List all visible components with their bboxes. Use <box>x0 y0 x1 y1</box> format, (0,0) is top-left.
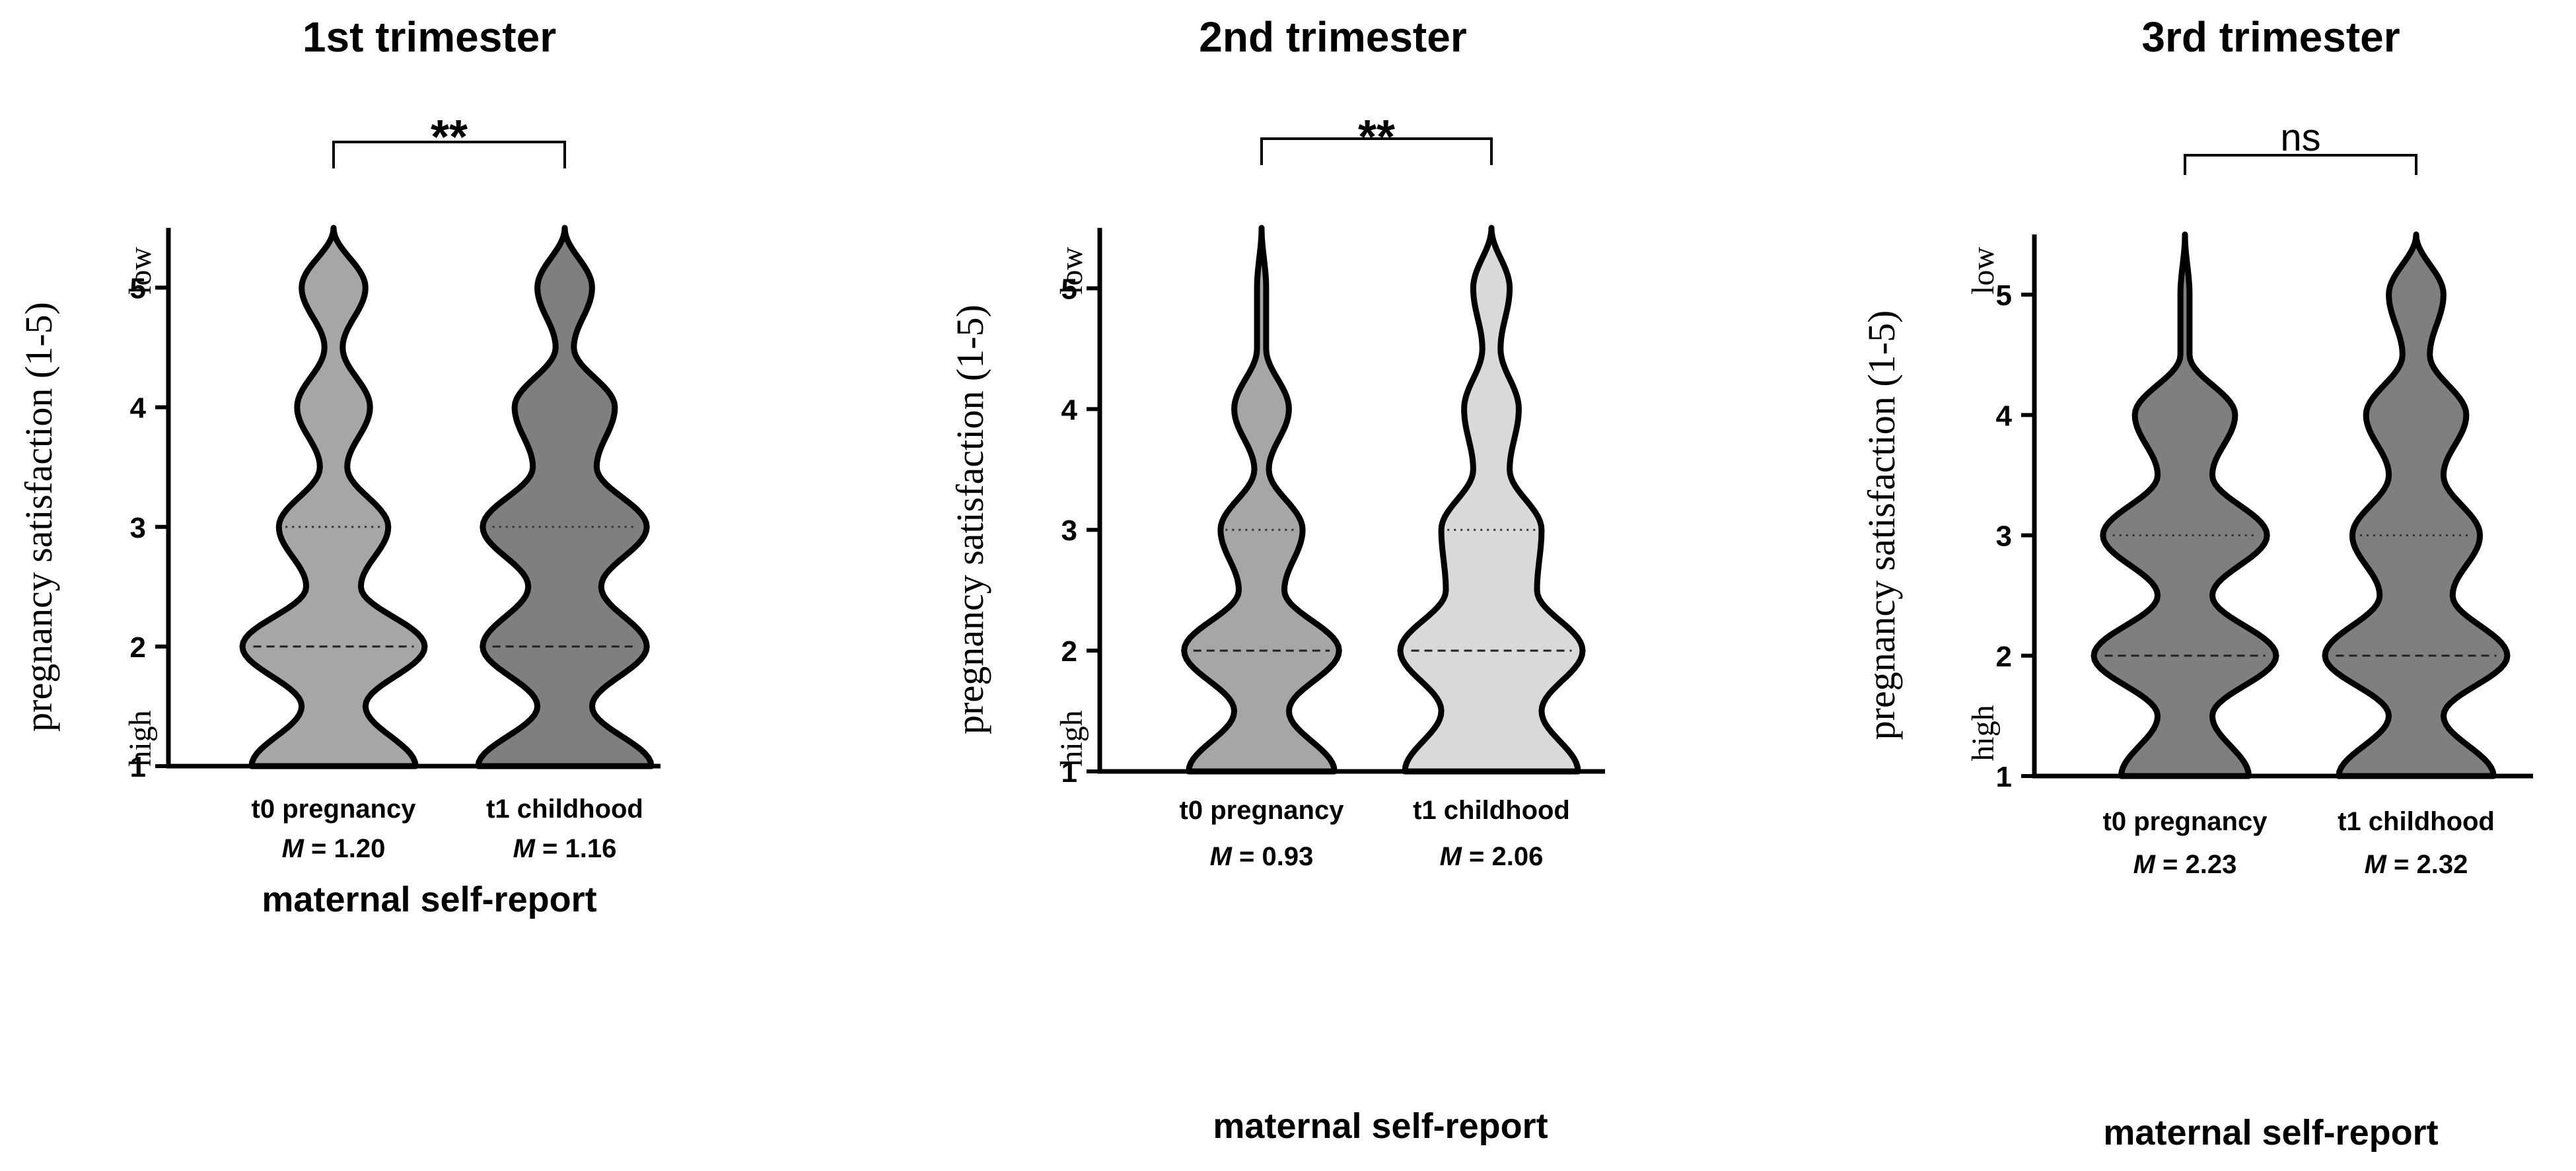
y-tick-label: 4 <box>1061 394 1078 426</box>
panel-2: 2nd trimester 1 2 3 4 5 pregnancy satisfaction… <box>948 13 1605 1146</box>
violin-2 <box>2322 231 2511 779</box>
significance-bracket <box>2184 154 2417 175</box>
violin-1 <box>239 225 428 769</box>
y-tick-label: 1 <box>1996 761 2012 793</box>
significance-label: ns <box>2280 116 2320 159</box>
y-axis-label: pregnancy satisfaction (1-5) <box>17 302 60 732</box>
mean-label: M = 2.32 <box>2365 850 2468 879</box>
y-label-low: low <box>1054 247 1089 295</box>
x-category-label: t1 childhood <box>2338 807 2495 836</box>
panel-title: 3rd trimester <box>2141 13 2400 61</box>
y-tick-label: 4 <box>130 392 147 425</box>
y-tick-label: 5 <box>1996 279 2012 312</box>
x-category-label: t0 pregnancy <box>252 795 417 824</box>
violin-2 <box>1397 225 1586 775</box>
x-axis-title: maternal self-report <box>1213 1106 1548 1146</box>
y-tick-label: 1 <box>1061 756 1077 789</box>
y-axis-label: pregnancy satisfaction (1-5) <box>1860 310 1903 740</box>
x-category-label: t1 childhood <box>1413 796 1570 825</box>
x-category-label: t0 pregnancy <box>2103 807 2268 836</box>
y-tick-label: 3 <box>1061 515 1077 547</box>
significance-label: ** <box>431 111 468 164</box>
mean-label: M = 1.16 <box>513 834 617 863</box>
y-tick-label: 5 <box>130 273 146 305</box>
x-axis-title: maternal self-report <box>262 880 596 919</box>
y-tick-label: 2 <box>1996 641 2012 673</box>
x-axis-title: maternal self-report <box>2103 1113 2438 1153</box>
violin-2 <box>475 225 655 769</box>
x-category-label: t0 pregnancy <box>1180 796 1345 825</box>
mean-label: M = 0.93 <box>1210 842 1314 871</box>
mean-label: M = 2.23 <box>2133 850 2237 879</box>
panel-title: 2nd trimester <box>1199 13 1466 61</box>
y-tick-label: 4 <box>1996 400 2013 432</box>
y-label-low: low <box>1966 247 2001 295</box>
y-tick-label: 3 <box>130 512 146 544</box>
y-tick-label: 2 <box>1061 635 1077 668</box>
y-tick-label: 5 <box>1061 273 1077 305</box>
panel-3: 3rd trimester 1 2 3 4 5 pregnancy satisfaction… <box>1860 13 2533 1153</box>
y-tick-label: 1 <box>130 751 146 783</box>
violin-1 <box>2091 231 2279 779</box>
x-category-label: t1 childhood <box>486 795 643 824</box>
significance-bracket <box>1260 137 1493 165</box>
y-label-high: high <box>1054 710 1089 766</box>
y-label-high: high <box>1966 705 2001 761</box>
mean-label: M = 2.06 <box>1440 842 1544 871</box>
y-tick-label: 3 <box>1996 520 2012 553</box>
y-label-low: low <box>123 247 158 295</box>
significance-bracket <box>332 141 566 168</box>
y-tick-label: 2 <box>130 631 146 664</box>
mean-label: M = 1.20 <box>282 834 386 863</box>
y-label-high: high <box>123 710 158 766</box>
panel-1: 1st trimester 1 2 3 4 5 pregnancy satisfaction… <box>17 13 661 919</box>
y-axis-label: pregnancy satisfaction (1-5) <box>948 304 991 734</box>
significance-label: ** <box>1358 111 1395 164</box>
violin-1 <box>1181 225 1342 775</box>
panel-title: 1st trimester <box>303 13 556 61</box>
